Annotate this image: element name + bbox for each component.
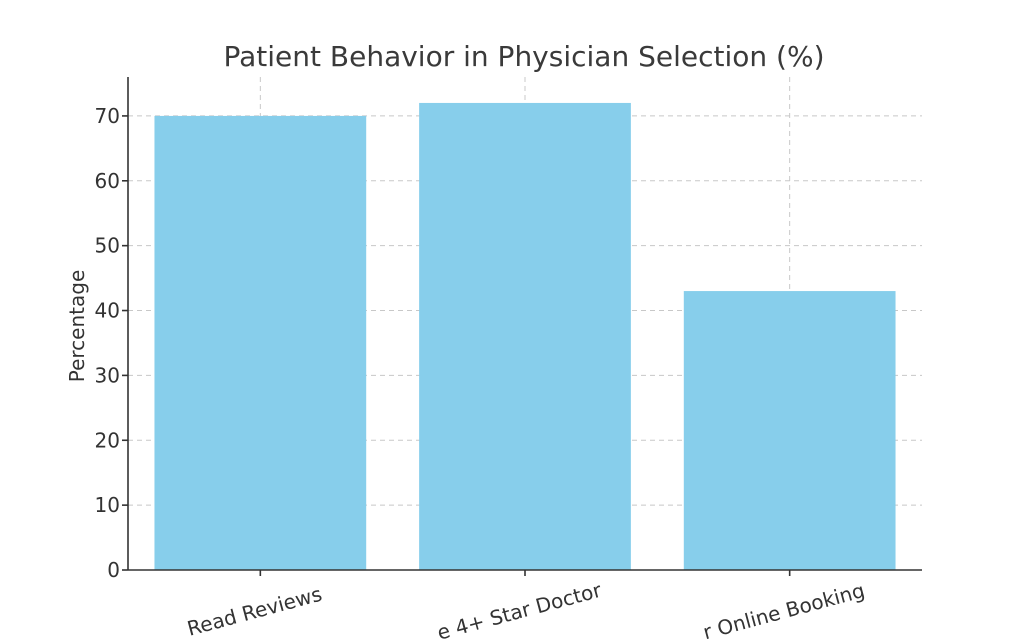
bar	[419, 102, 631, 571]
y-tick-label: 70	[95, 104, 120, 128]
bars	[154, 102, 896, 571]
bar	[154, 115, 367, 570]
y-tick-label: 20	[95, 428, 120, 452]
axes	[122, 77, 922, 576]
y-axis-label: Percentage	[65, 270, 89, 383]
x-tick-label: e 4+ Star Doctor	[435, 578, 605, 640]
y-tick-label: 60	[95, 169, 120, 193]
x-tick-label: Read Reviews	[185, 582, 325, 640]
y-tick-label: 40	[95, 299, 120, 323]
y-tick-label: 10	[95, 493, 120, 517]
y-tick-label: 50	[95, 234, 120, 258]
y-tick-label: 30	[95, 363, 120, 387]
y-tick-label: 0	[107, 558, 120, 582]
x-tick-label: r Online Booking	[701, 578, 868, 640]
chart-title: Patient Behavior in Physician Selection …	[224, 40, 825, 73]
bar	[683, 291, 896, 570]
